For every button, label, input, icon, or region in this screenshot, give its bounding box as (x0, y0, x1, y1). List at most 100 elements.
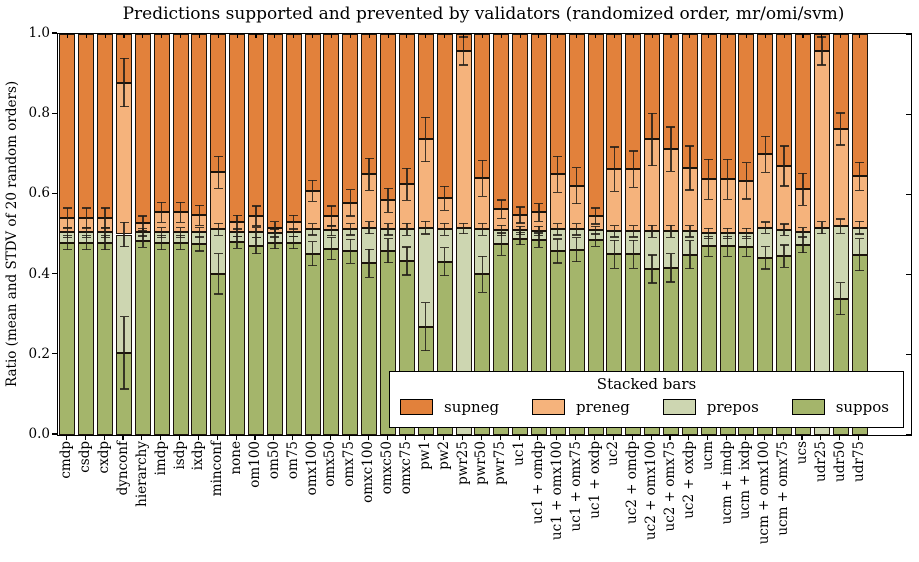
error-bar-cap (232, 214, 242, 216)
error-bar-cap (440, 234, 450, 236)
bar-pwr75-supneg-segment (493, 34, 510, 210)
error-bar-cap (779, 244, 789, 246)
y-tick-right (906, 434, 911, 436)
error-bar (104, 235, 106, 250)
bar-isdp-supneg-segment (172, 34, 189, 213)
error-bar-cap (836, 232, 846, 234)
error-bar (538, 203, 540, 222)
error-bar-cap (628, 267, 638, 269)
error-bar-cap (157, 201, 167, 204)
bar-omxc100-suppos-segment (361, 263, 378, 435)
x-tick-bottom (839, 435, 841, 440)
x-tick-top (500, 34, 502, 38)
error-bar-cap (591, 245, 601, 247)
x-tick-top (255, 34, 257, 38)
error-bar-cap (666, 126, 676, 128)
x-tick-top (180, 34, 182, 38)
error-bar-cap (402, 199, 412, 202)
error-bar (217, 223, 219, 236)
bar-udr25-preneg-segment (813, 50, 830, 228)
error-bar-cap (440, 222, 450, 224)
error-bar (236, 228, 238, 237)
error-bar (66, 227, 69, 238)
error-bar-cap (760, 171, 770, 174)
x-tick-top (538, 34, 540, 38)
error-bar (179, 202, 182, 223)
error-bar-cap (138, 229, 148, 232)
error-bar (368, 158, 370, 191)
error-bar-cap (741, 237, 751, 239)
error-bar (764, 246, 766, 269)
y-tick-label: 0.2 (28, 345, 50, 362)
bar-pwr25-preneg-segment (455, 50, 472, 229)
error-bar-cap (591, 223, 601, 225)
error-bar (198, 205, 201, 226)
error-bar (481, 160, 484, 197)
error-bar-cap (62, 236, 72, 238)
bar-ucm-supneg-segment (700, 34, 717, 180)
x-tick-label: om100 (247, 441, 264, 488)
error-bar-cap (345, 188, 355, 191)
bar-ucm + ixdp-supneg-segment (738, 34, 755, 181)
error-bar-cap (119, 316, 129, 318)
x-tick-bottom (593, 435, 596, 440)
x-tick-top (726, 34, 729, 38)
error-bar-cap (685, 239, 695, 242)
error-bar-cap (383, 187, 393, 190)
error-bar-cap (534, 225, 544, 228)
error-bar (783, 224, 785, 236)
x-tick-label: udr75 (850, 441, 867, 482)
error-bar (632, 151, 634, 188)
x-tick-label: omxc100 (360, 441, 377, 503)
error-bar (425, 117, 427, 162)
error-bar-cap (685, 225, 695, 227)
x-tick-top (802, 34, 804, 38)
x-tick-bottom (292, 435, 294, 440)
x-tick-bottom (612, 435, 614, 440)
error-bar (707, 228, 710, 239)
error-bar (575, 237, 578, 262)
error-bar (632, 240, 634, 269)
error-bar-cap (232, 229, 242, 231)
x-tick-top (821, 34, 823, 38)
error-bar (462, 223, 465, 234)
x-tick-top (651, 34, 653, 38)
error-bar-cap (251, 205, 261, 207)
error-bar-cap (609, 239, 619, 241)
error-bar (255, 206, 257, 227)
error-bar-cap (477, 291, 487, 293)
error-bar-cap (383, 261, 393, 264)
error-bar-cap (553, 155, 563, 157)
x-tick-label: uc1 + omdp (529, 441, 546, 524)
error-bar-cap (496, 224, 506, 226)
y-tick-right (906, 193, 911, 195)
error-bar-cap (383, 211, 393, 214)
x-tick-label: ixdp (190, 441, 207, 471)
error-bar-cap (402, 274, 412, 276)
x-tick-top (406, 34, 408, 38)
error-bar (689, 225, 691, 237)
x-tick-bottom (518, 435, 520, 440)
error-bar-cap (609, 236, 619, 238)
bar-omx100-supneg-segment (304, 34, 321, 191)
error-bar-cap (534, 246, 544, 249)
error-bar (425, 221, 427, 235)
error-bar-cap (308, 265, 318, 267)
error-bar-cap (760, 135, 770, 137)
x-tick-top (368, 34, 370, 38)
error-bar-cap (81, 207, 91, 209)
error-bar-cap (364, 157, 374, 159)
error-bar-cap (855, 269, 865, 272)
x-tick-label: omx50 (322, 441, 339, 487)
bar-omx75-suppos-segment (342, 251, 359, 435)
bar-ucs-supneg-segment (794, 34, 811, 190)
error-bar (575, 223, 578, 235)
x-tick-bottom (669, 435, 671, 440)
error-bar (217, 253, 219, 294)
error-bar (764, 136, 766, 173)
y-tick-label: 1.0 (28, 25, 50, 41)
bar-om50-supneg-segment (266, 34, 283, 228)
error-bar-cap (345, 238, 355, 240)
error-bar-cap (194, 227, 204, 229)
